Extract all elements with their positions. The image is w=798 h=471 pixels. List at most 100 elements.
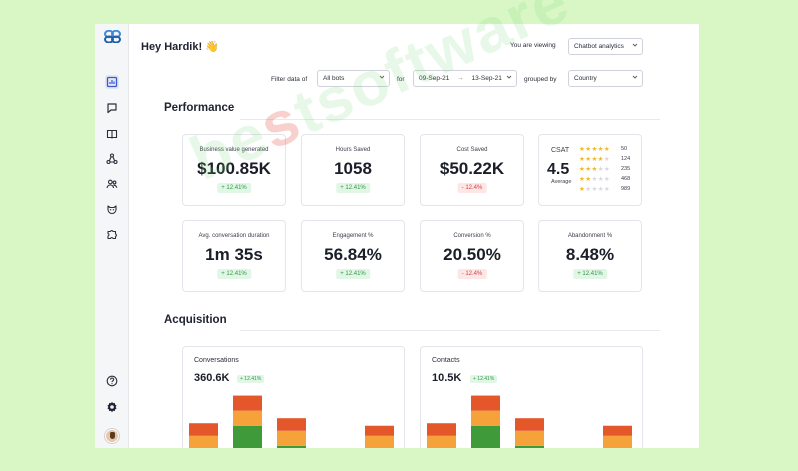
date-range-select[interactable]: 09-Sep-21 → 13-Sep-21	[413, 70, 517, 87]
bar-segment-segment-2	[515, 445, 544, 448]
rating-row-1: ★★★★★ 989	[579, 185, 630, 193]
contacts-chart	[427, 395, 632, 448]
bots-select-value: All bots	[323, 75, 345, 82]
kpi-card-engagement[interactable]: Engagement % 56.84% + 12.41%	[301, 220, 405, 292]
rating-row-4: ★★★★★ 124	[579, 155, 630, 163]
kpi-card-business-value[interactable]: Business value generated $100.85K + 12.4…	[182, 134, 286, 206]
kpi-card-abandonment[interactable]: Abandonment % 8.48% + 12.41%	[538, 220, 642, 292]
star-icon: ★★★★★	[579, 176, 611, 183]
rating-count: 235	[621, 166, 631, 172]
kpi-label: Engagement %	[332, 233, 374, 239]
group-select-value: Country	[574, 75, 597, 82]
view-select-value: Chatbot analytics	[574, 43, 624, 50]
view-select[interactable]: Chatbot analytics	[568, 38, 643, 55]
bar-segment-segment-4	[277, 418, 306, 431]
date-start: 09-Sep-21	[419, 75, 450, 82]
bar-segment-segment-4	[427, 423, 456, 436]
kpi-label: Cost Saved	[456, 147, 488, 153]
bar-segment-segment-3	[189, 435, 218, 448]
bar-segment-segment-2	[277, 445, 306, 448]
chart-change-badge: + 12.41%	[470, 375, 498, 383]
users-icon[interactable]	[105, 177, 119, 191]
chart-title: Conversations	[194, 357, 239, 364]
settings-icon[interactable]	[105, 400, 119, 414]
performance-title: Performance	[164, 102, 235, 114]
contacts-chart-card[interactable]: Contacts 10.5K + 12.41%	[420, 346, 643, 448]
avatar[interactable]	[105, 429, 119, 443]
kpi-card-avg-duration[interactable]: Avg. conversation duration 1m 35s + 12.4…	[182, 220, 286, 292]
chart-title: Contacts	[432, 357, 460, 364]
sidebar	[95, 24, 129, 448]
rating-count: 50	[621, 146, 628, 152]
star-icon: ★★★★★	[579, 146, 611, 153]
date-arrow-icon: →	[457, 75, 464, 82]
rating-row-5: ★★★★★ 50	[579, 145, 627, 153]
kpi-change-badge: + 12.41%	[217, 183, 251, 193]
kpi-change-badge: + 12.41%	[336, 269, 370, 279]
chevron-down-icon	[506, 75, 512, 79]
rating-count: 124	[621, 156, 631, 162]
kpi-card-conversion[interactable]: Conversion % 20.50% - 12.4%	[420, 220, 524, 292]
conversations-chart-card[interactable]: Conversations 360.6K + 12.41%	[182, 346, 405, 448]
bar-segment-segment-4	[233, 395, 262, 411]
kpi-label: Business value generated	[199, 147, 269, 153]
bar-segment-segment-4	[515, 418, 544, 431]
bot-icon[interactable]	[105, 202, 119, 216]
chevron-down-icon	[379, 75, 385, 79]
kpi-value: 1058	[334, 159, 372, 178]
kpi-label: Abandonment %	[567, 233, 613, 239]
kpi-card-cost-saved[interactable]: Cost Saved $50.22K - 12.4%	[420, 134, 524, 206]
bar-segment-segment-3	[277, 430, 306, 446]
bar-segment-segment-3	[427, 435, 456, 448]
kpi-value: $50.22K	[439, 159, 505, 178]
kpi-value: 8.48%	[565, 245, 615, 264]
kpi-card-csat[interactable]: CSAT 4.5 Average ★★★★★ 50 ★★★★★ 124 ★★★★…	[538, 134, 642, 206]
star-icon: ★★★★★	[579, 156, 611, 163]
kpi-label: Avg. conversation duration	[198, 233, 270, 239]
bar-segment-segment-4	[365, 425, 394, 436]
bots-select[interactable]: All bots	[317, 70, 390, 87]
rating-count: 468	[621, 176, 631, 182]
rating-row-3: ★★★★★ 235	[579, 165, 630, 173]
bar-segment-segment-4	[471, 395, 500, 411]
logo-icon[interactable]	[104, 30, 121, 43]
kpi-change-badge: - 12.4%	[457, 183, 487, 193]
grouped-by-label: grouped by	[524, 76, 557, 83]
kpi-label: Hours Saved	[335, 147, 371, 153]
kpi-change-badge: - 12.4%	[457, 269, 487, 279]
csat-label: CSAT	[551, 147, 570, 154]
rating-row-2: ★★★★★ 468	[579, 175, 630, 183]
csat-value: 4.5	[547, 161, 570, 178]
kpi-change-badge: + 12.41%	[573, 269, 607, 279]
date-end: 13-Sep-21	[471, 75, 502, 82]
puzzle-icon[interactable]	[105, 227, 119, 241]
kpi-value: 56.84%	[324, 245, 382, 264]
chat-icon[interactable]	[105, 101, 119, 115]
page-title: Hey Hardik! 👋	[141, 41, 219, 53]
bar-segment-segment-3	[471, 410, 500, 426]
kpi-change-badge: + 12.41%	[336, 183, 370, 193]
bar-segment-segment-2	[233, 425, 262, 448]
bar-segment-segment-2	[471, 425, 500, 448]
chevron-down-icon	[632, 75, 638, 79]
csat-sub: Average	[551, 179, 572, 185]
acquisition-divider	[240, 330, 660, 331]
help-icon[interactable]	[105, 374, 119, 388]
group-select[interactable]: Country	[568, 70, 643, 87]
chevron-down-icon	[632, 43, 638, 47]
bar-segment-segment-3	[515, 430, 544, 446]
acquisition-title: Acquisition	[164, 314, 227, 326]
book-icon[interactable]	[105, 127, 119, 141]
rating-count: 989	[621, 186, 631, 192]
for-label: for	[397, 76, 405, 83]
chart-value: 10.5K	[432, 372, 462, 384]
chart-change-badge: + 12.41%	[237, 375, 265, 383]
kpi-label: Conversion %	[453, 233, 491, 239]
viewing-label: You are viewing	[510, 42, 556, 49]
kpi-value: $100.85K	[197, 159, 271, 178]
kpi-card-hours-saved[interactable]: Hours Saved 1058 + 12.41%	[301, 134, 405, 206]
star-icon: ★★★★★	[579, 166, 611, 173]
bar-segment-segment-4	[603, 425, 632, 436]
dashboard-icon[interactable]	[105, 75, 119, 89]
network-icon[interactable]	[105, 152, 119, 166]
